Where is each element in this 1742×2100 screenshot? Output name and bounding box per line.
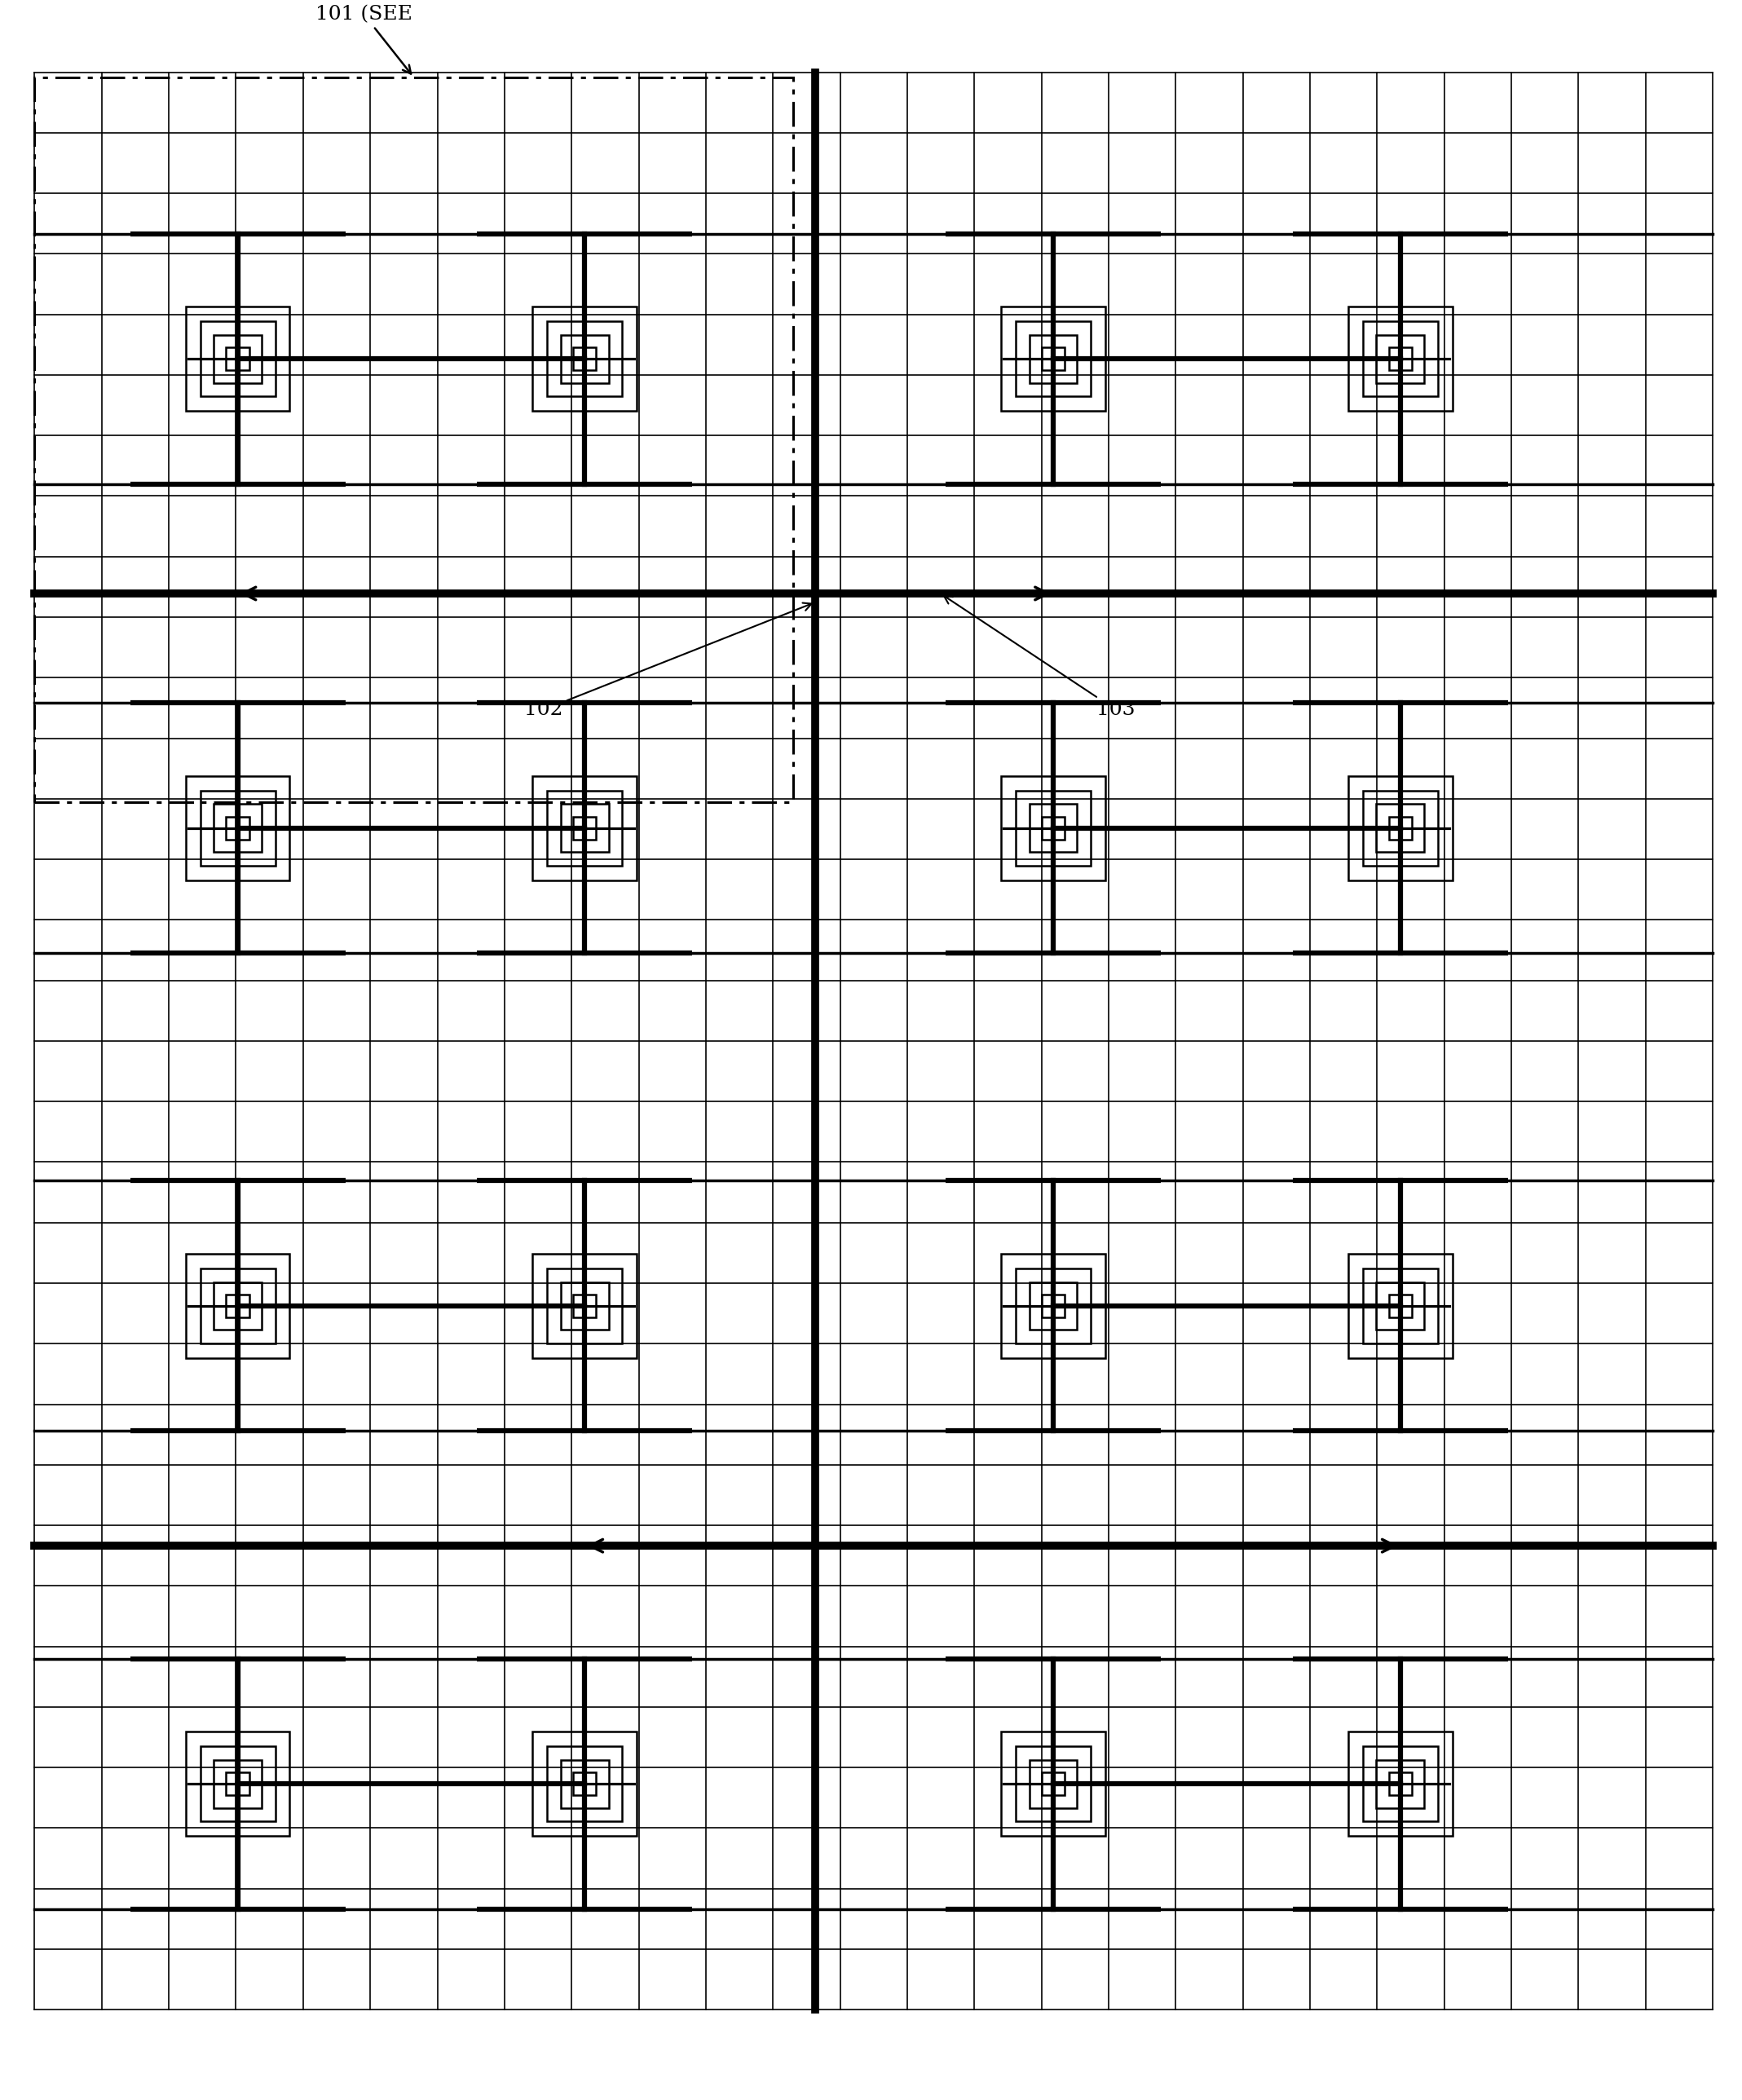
Bar xyxy=(561,1760,608,1808)
Bar xyxy=(1030,334,1077,382)
Bar xyxy=(573,1772,596,1796)
Bar xyxy=(1388,1772,1411,1796)
Bar xyxy=(533,775,638,880)
Bar xyxy=(561,804,608,853)
Bar xyxy=(1016,790,1090,865)
Bar xyxy=(1016,1268,1090,1344)
Bar xyxy=(1376,1281,1425,1329)
Bar xyxy=(1376,1760,1425,1808)
Bar xyxy=(573,346,596,370)
Bar xyxy=(533,1732,638,1835)
Text: 103: 103 xyxy=(944,596,1136,718)
Bar xyxy=(547,1268,622,1344)
Bar xyxy=(1388,346,1411,370)
Bar xyxy=(214,1760,261,1808)
Bar xyxy=(186,1732,289,1835)
Bar xyxy=(561,1281,608,1329)
Bar xyxy=(35,78,793,802)
Bar xyxy=(200,1268,275,1344)
Bar xyxy=(186,1254,289,1359)
Bar xyxy=(226,817,249,840)
Bar xyxy=(1002,1254,1104,1359)
Bar xyxy=(1016,321,1090,397)
Bar xyxy=(200,321,275,397)
Bar xyxy=(1042,1294,1064,1317)
Bar xyxy=(1042,817,1064,840)
Bar xyxy=(1362,790,1437,865)
Bar xyxy=(1030,1281,1077,1329)
Bar xyxy=(533,307,638,412)
Bar xyxy=(1042,346,1064,370)
Bar xyxy=(214,804,261,853)
Text: 101 (SEE: 101 (SEE xyxy=(315,6,413,74)
Bar xyxy=(1002,307,1104,412)
Bar xyxy=(1042,1772,1064,1796)
Bar xyxy=(533,1254,638,1359)
Bar xyxy=(214,334,261,382)
Bar xyxy=(1362,1747,1437,1821)
Bar xyxy=(1348,775,1453,880)
Bar xyxy=(1002,775,1104,880)
Bar xyxy=(547,790,622,865)
Bar xyxy=(1030,804,1077,853)
Bar xyxy=(1388,1294,1411,1317)
Bar xyxy=(226,346,249,370)
Bar xyxy=(186,775,289,880)
Bar xyxy=(214,1281,261,1329)
Bar xyxy=(1376,804,1425,853)
Text: 102: 102 xyxy=(524,603,812,718)
Bar xyxy=(186,307,289,412)
Bar xyxy=(1030,1760,1077,1808)
Bar xyxy=(573,1294,596,1317)
Bar xyxy=(561,334,608,382)
Bar xyxy=(1348,307,1453,412)
Bar xyxy=(547,1747,622,1821)
Bar xyxy=(200,1747,275,1821)
Bar xyxy=(573,817,596,840)
Bar xyxy=(1002,1732,1104,1835)
Bar xyxy=(1348,1732,1453,1835)
Bar xyxy=(1362,321,1437,397)
Bar xyxy=(547,321,622,397)
Bar xyxy=(1376,334,1425,382)
Bar xyxy=(1362,1268,1437,1344)
Bar xyxy=(1348,1254,1453,1359)
Bar xyxy=(226,1772,249,1796)
Bar xyxy=(1388,817,1411,840)
Bar xyxy=(200,790,275,865)
Bar xyxy=(226,1294,249,1317)
Bar xyxy=(1016,1747,1090,1821)
